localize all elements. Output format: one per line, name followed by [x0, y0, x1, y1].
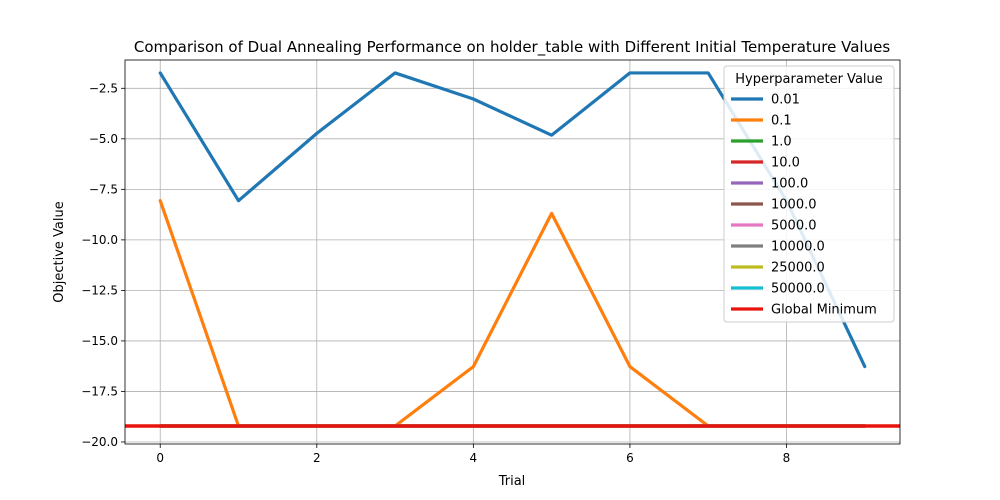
- y-tick-label: −17.5: [81, 384, 118, 398]
- x-tick-label: 6: [626, 451, 634, 465]
- legend-label: 0.01: [771, 93, 800, 108]
- y-tick-label: −5.0: [89, 132, 118, 146]
- legend-label: 10.0: [771, 156, 800, 171]
- legend-label: 100.0: [771, 177, 808, 192]
- y-tick-label: −7.5: [89, 182, 118, 196]
- x-tick-label: 8: [783, 451, 791, 465]
- legend-label: 1.0: [771, 135, 792, 150]
- x-tick-label: 4: [470, 451, 478, 465]
- legend-label: 5000.0: [771, 219, 817, 234]
- y-tick-label: −15.0: [81, 334, 118, 348]
- y-tick-label: −2.5: [89, 81, 118, 95]
- legend-label: 10000.0: [771, 240, 825, 255]
- legend-entries: 0.01 0.1 1.0 10.0 100.0 1000.0 5000.0 10000.0 25…: [731, 93, 877, 318]
- x-tick-label: 2: [313, 451, 321, 465]
- x-tick-label: 0: [156, 451, 164, 465]
- legend-label: 25000.0: [771, 261, 825, 276]
- x-axis: 0 2 4 6 8: [156, 444, 790, 465]
- legend-box: [723, 65, 895, 323]
- legend-label: 50000.0: [771, 282, 825, 297]
- legend-title: Hyperparameter Value: [735, 72, 883, 87]
- legend-label: 1000.0: [771, 198, 817, 213]
- plot-frame: [124, 59, 901, 445]
- y-axis: −2.5 −5.0 −7.5 −10.0 −12.5 −15.0 −17.5 −20.0: [81, 81, 125, 449]
- y-tick-label: −12.5: [81, 283, 118, 297]
- legend-label: 0.1: [771, 114, 792, 129]
- x-axis-label: Trial: [498, 474, 526, 489]
- legend-label: Global Minimum: [771, 303, 877, 318]
- y-tick-label: −20.0: [81, 435, 118, 449]
- y-axis-label: Objective Value: [52, 201, 67, 302]
- chart-title: Comparison of Dual Annealing Performance…: [134, 38, 890, 57]
- legend: Hyperparameter Value 0.01 0.1 1.0 10.0 100.0…: [723, 65, 895, 323]
- y-tick-label: −10.0: [81, 233, 118, 247]
